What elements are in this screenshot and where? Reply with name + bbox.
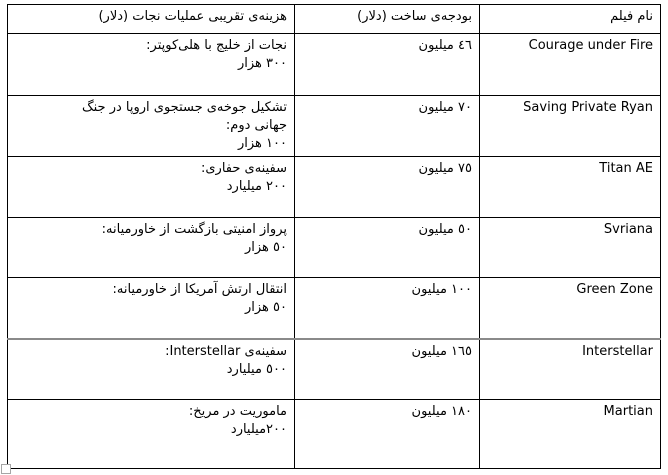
film-name-cell: Interstellar	[479, 338, 661, 400]
column-header-budget: بودجه‌ی ساخت (دلار)	[294, 4, 480, 34]
budget-cell: ٥٠ میلیون	[294, 216, 480, 278]
film-name-cell: Green Zone	[479, 276, 661, 340]
table-row-martian: Martian ١٨٠ میلیون ماموریت در مریخ: ٢٠٠م…	[7, 398, 661, 469]
budget-cell: ٧٥ میلیون	[294, 155, 480, 218]
rescue-cost-cell: ماموریت در مریخ: ٢٠٠میلیارد	[7, 398, 295, 469]
rescue-cost-cell: انتقال ارتش آمریکا از خاورمیانه: ٥٠ هزار	[7, 276, 295, 340]
film-name-cell: Saving Private Ryan	[479, 95, 661, 157]
column-header-film-name: نام فیلم	[479, 4, 661, 34]
table-row-green-zone: Green Zone ١٠٠ میلیون انتقال ارتش آمریکا…	[7, 276, 661, 340]
rescue-cost-cell: تشکیل جوخه‌ی جستجوی اروپا در جنگ جهانی د…	[7, 95, 295, 157]
film-name-cell: Courage under Fire	[479, 33, 661, 96]
table-row-svriana: Svriana ٥٠ میلیون پرواز امنیتی بازگشت از…	[7, 216, 661, 278]
film-name-cell: Martian	[479, 398, 661, 469]
table-row-courage-under-fire: Courage under Fire ٤٦ میلیون نجات از خلی…	[7, 33, 661, 96]
corner-anchor-box	[1, 464, 11, 474]
films-comparison-table: نام فیلم بودجه‌ی ساخت (دلار) هزینه‌ی تقر…	[7, 4, 661, 469]
budget-cell: ١٨٠ میلیون	[294, 398, 480, 469]
budget-cell: ١٠٠ میلیون	[294, 276, 480, 340]
budget-cell: ١٦٥ میلیون	[294, 338, 480, 400]
column-header-rescue-cost: هزینه‌ی تقریبی عملیات نجات (دلار)	[7, 4, 295, 34]
budget-cell: ٤٦ میلیون	[294, 33, 480, 96]
header-row: نام فیلم بودجه‌ی ساخت (دلار) هزینه‌ی تقر…	[7, 4, 661, 34]
table-row-interstellar: Interstellar ١٦٥ میلیون سفینه‌ی Interste…	[7, 338, 661, 400]
budget-cell: ٧٠ میلیون	[294, 95, 480, 157]
rescue-cost-cell: پرواز امنیتی بازگشت از خاورمیانه: ٥٠ هزا…	[7, 216, 295, 278]
table-row-saving-private-ryan: Saving Private Ryan ٧٠ میلیون تشکیل جوخه…	[7, 95, 661, 157]
rescue-cost-cell: نجات از خلیج با هلی‌کوپتر: ٣٠٠ هزار	[7, 33, 295, 96]
film-name-cell: Svriana	[479, 216, 661, 278]
table-row-titan-ae: Titan AE ٧٥ میلیون سفینه‌ی حفاری: ٢٠٠ می…	[7, 155, 661, 218]
rescue-cost-cell: سفینه‌ی حفاری: ٢٠٠ میلیارد	[7, 155, 295, 218]
rescue-cost-cell: سفینه‌ی Interstellar: ٥٠٠ میلیارد	[7, 338, 295, 400]
film-name-cell: Titan AE	[479, 155, 661, 218]
